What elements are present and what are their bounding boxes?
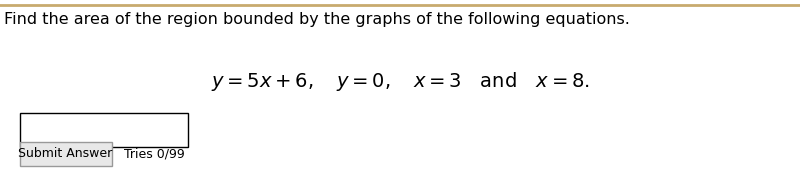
Text: Find the area of the region bounded by the graphs of the following equations.: Find the area of the region bounded by t… <box>4 12 630 27</box>
FancyBboxPatch shape <box>20 142 112 166</box>
Text: Submit Answer: Submit Answer <box>18 147 113 160</box>
Text: Tries 0/99: Tries 0/99 <box>124 147 185 160</box>
Text: $y = 5x + 6, \quad y = 0, \quad x = 3 \quad \text{and} \quad x = 8.$: $y = 5x + 6, \quad y = 0, \quad x = 3 \q… <box>210 70 590 93</box>
FancyBboxPatch shape <box>20 113 188 147</box>
